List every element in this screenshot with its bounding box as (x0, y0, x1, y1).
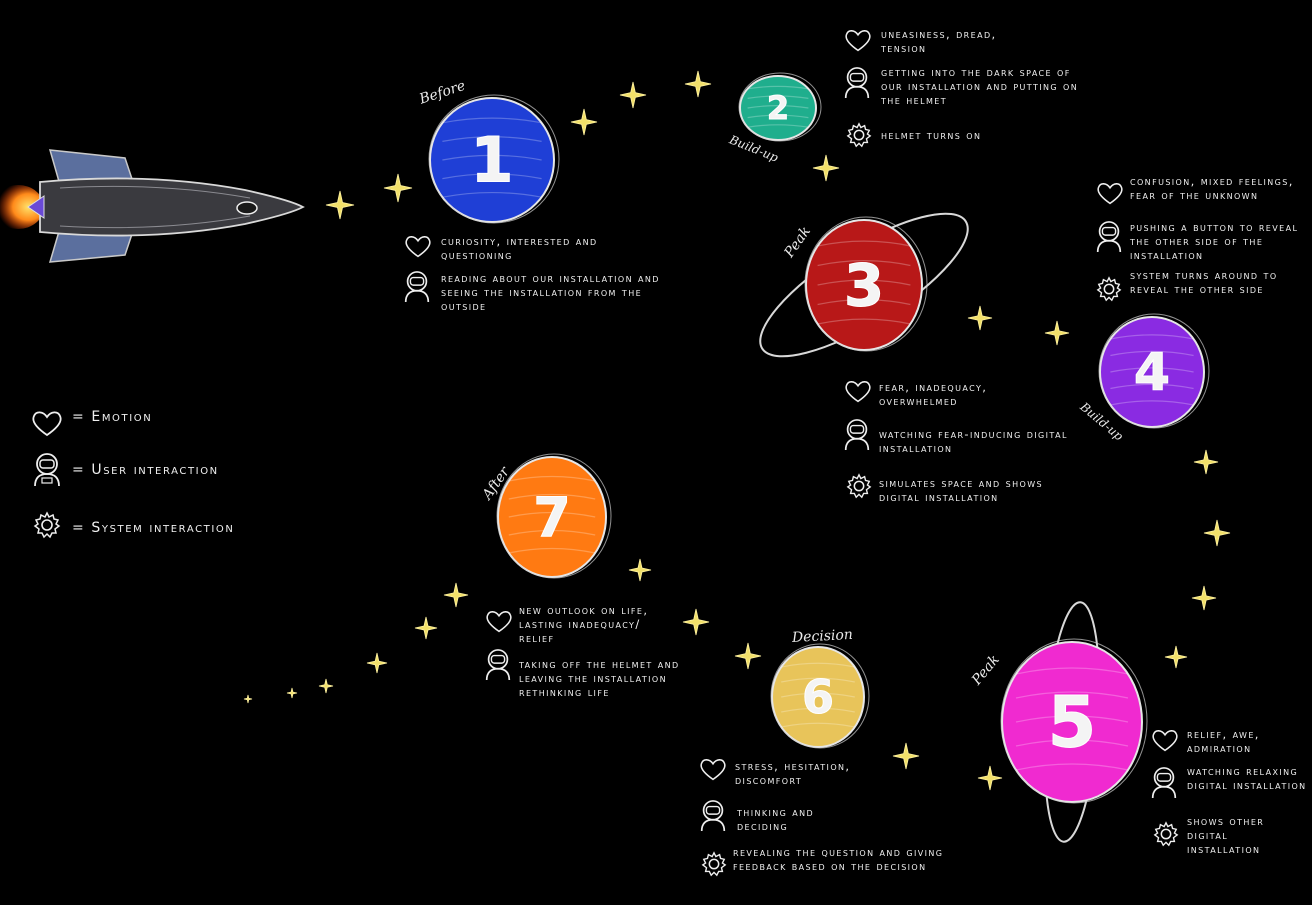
planet-body-6 (771, 646, 865, 748)
star-1 (325, 190, 355, 220)
star-14 (892, 742, 920, 770)
star-21 (318, 678, 334, 694)
stage5-emotion: Relief, awe, admiration (1187, 727, 1260, 755)
stage-label-decision: Decision (791, 626, 854, 646)
stage1-user: Reading about our installation and seein… (441, 271, 660, 313)
stage6-user: Thinking and deciding (737, 805, 815, 833)
legend-emotion-label: = Emotion (72, 409, 153, 425)
planet-body-2 (739, 75, 817, 141)
stage1-emotion: Curiosity, interested and questioning (441, 234, 598, 262)
planet-number-7: 7 (533, 486, 571, 549)
stage7-emotion: New outlook on life, lasting inadequacy/… (519, 603, 649, 645)
gear-icon (845, 472, 873, 504)
planet-body-5 (1001, 641, 1143, 803)
stage2-emotion: Uneasiness, dread, tension (881, 27, 997, 55)
gear-icon (32, 510, 62, 544)
star-sparkles (243, 70, 1231, 791)
star-4 (619, 81, 647, 109)
astronaut-icon (697, 799, 729, 837)
astronaut-icon (1148, 766, 1180, 804)
heart-icon (1150, 727, 1180, 757)
astronaut-icon (841, 418, 873, 456)
planet-body-1 (429, 97, 555, 223)
planet-7: 7 (496, 453, 612, 579)
stage4-user: Pushing a button to reveal the other sid… (1130, 220, 1299, 262)
star-16 (682, 608, 710, 636)
heart-icon (1095, 180, 1125, 210)
stage2-system: Helmet turns on (881, 128, 982, 142)
astronaut-icon (401, 270, 433, 308)
star-17 (628, 558, 652, 582)
stage5-system: Shows other digital installation (1187, 814, 1265, 856)
rocket-illustration (0, 149, 305, 263)
legend-system-label: = System interaction (72, 520, 235, 536)
stage4-emotion: Confusion, mixed feelings, fear of the u… (1130, 174, 1294, 202)
star-20 (366, 652, 388, 674)
planet-number-6: 6 (802, 670, 834, 724)
star-22 (286, 687, 298, 699)
gear-icon (700, 850, 728, 882)
planets-group: 1 2 3 4 5 6 7 (428, 72, 1210, 843)
star-13 (977, 765, 1003, 791)
heart-icon (484, 608, 514, 638)
heart-icon (698, 756, 728, 786)
star-10 (1203, 519, 1231, 547)
star-12 (1164, 645, 1188, 669)
star-11 (1191, 585, 1217, 611)
star-15 (734, 642, 762, 670)
astronaut-icon (1093, 220, 1125, 258)
heart-icon (843, 378, 873, 408)
gear-icon (845, 121, 873, 153)
planet-number-5: 5 (1048, 682, 1097, 764)
star-9 (1193, 449, 1219, 475)
planet-number-3: 3 (844, 251, 884, 319)
planet-number-2: 2 (767, 89, 789, 127)
star-8 (1044, 320, 1070, 346)
planet-number-1: 1 (470, 124, 513, 197)
stage5-user: Watching relaxing digital installation (1187, 764, 1307, 792)
planet-number-4: 4 (1134, 343, 1170, 403)
stage3-emotion: Fear, inadequacy, overwhelmed (879, 380, 988, 408)
stage6-system: Revealing the question and giving feedba… (733, 845, 944, 873)
planet-1: 1 (428, 94, 560, 224)
stage6-emotion: Stress, hesitation, discomfort (735, 759, 851, 787)
planet-5: 5 (1000, 601, 1148, 843)
heart-icon (30, 408, 64, 442)
gear-icon (1152, 820, 1180, 852)
stage3-user: Watching fear-inducing digital installat… (879, 427, 1068, 455)
star-5 (684, 70, 712, 98)
legend-user-label: = User interaction (72, 462, 219, 478)
astronaut-icon (482, 648, 514, 686)
planet-4: 4 (1098, 313, 1210, 429)
star-3 (570, 108, 598, 136)
star-23 (243, 694, 253, 704)
stage4-system: System turns around to reveal the other … (1130, 268, 1278, 296)
astronaut-icon (30, 452, 64, 492)
planet-body-3 (805, 219, 923, 351)
stage3-system: Simulates space and shows digital instal… (879, 476, 1044, 504)
planet-3: 3 (759, 212, 969, 358)
astronaut-icon (841, 66, 873, 104)
star-19 (414, 616, 438, 640)
planet-2: 2 (738, 72, 822, 142)
heart-icon (843, 27, 873, 57)
planet-body-4 (1099, 316, 1205, 428)
star-2 (383, 173, 413, 203)
stage2-user: Getting into the dark space of our insta… (881, 65, 1079, 107)
stage7-user: Taking off the helmet and Leaving the in… (519, 657, 680, 699)
heart-icon (403, 233, 433, 263)
planet-body-7 (497, 456, 607, 578)
planet-6: 6 (770, 643, 870, 749)
star-18 (443, 582, 469, 608)
star-6 (812, 154, 840, 182)
gear-icon (1095, 275, 1123, 307)
star-7 (967, 305, 993, 331)
